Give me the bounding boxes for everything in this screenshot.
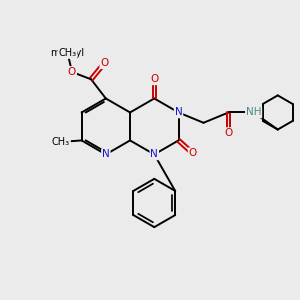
Text: O: O <box>224 128 233 138</box>
Text: N: N <box>102 149 110 159</box>
Text: O: O <box>189 148 197 158</box>
Text: NH: NH <box>246 107 261 118</box>
Text: methyl: methyl <box>65 52 70 53</box>
Text: O: O <box>68 67 76 77</box>
Text: methyl: methyl <box>50 48 85 58</box>
Text: N: N <box>175 107 182 118</box>
Text: CH₃: CH₃ <box>52 137 70 147</box>
Text: O: O <box>100 58 109 68</box>
Text: N: N <box>150 149 158 159</box>
Text: O: O <box>150 74 158 84</box>
Text: CH₃: CH₃ <box>58 48 76 58</box>
